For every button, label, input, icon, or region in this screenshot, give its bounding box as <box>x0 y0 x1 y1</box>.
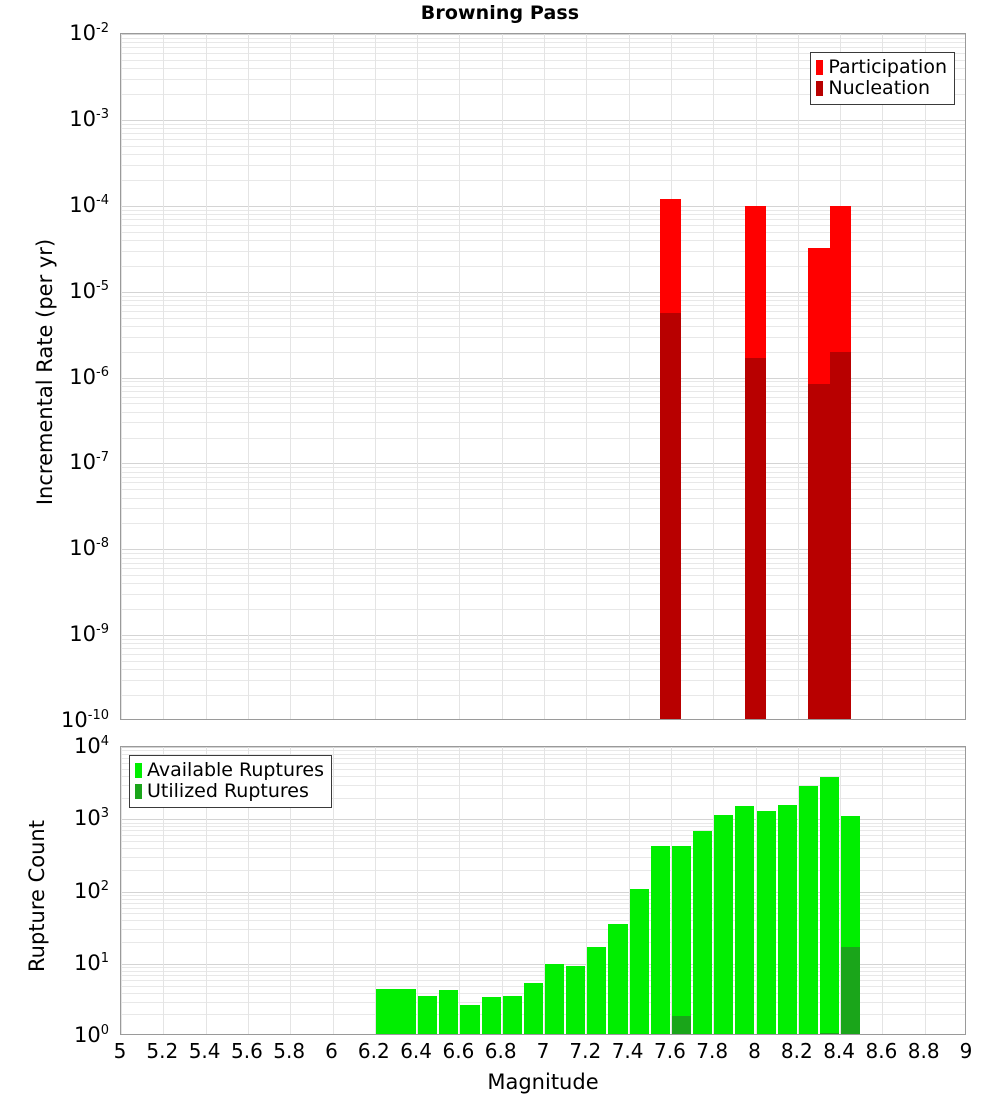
page-title: Browning Pass <box>420 2 580 24</box>
y-tick-label: 10-7 <box>69 450 109 475</box>
x-tick-label: 8.4 <box>823 1039 855 1063</box>
y-tick-label: 10-2 <box>69 21 109 45</box>
bar-utilized-ruptures <box>671 1015 692 1034</box>
x-tick-label: 5.6 <box>230 1039 263 1063</box>
legend-label-nucleation: Nucleation <box>828 77 931 99</box>
x-tick-label: 7.2 <box>569 1039 602 1063</box>
x-tick-label: 7.8 <box>696 1039 729 1063</box>
top-y-axis-title: Incremental Rate (per yr) <box>33 238 57 506</box>
utilized-ruptures-swatch-icon <box>135 784 142 799</box>
x-tick-label: 8.6 <box>865 1039 898 1063</box>
bottom-y-axis-title: Rupture Count <box>25 820 49 972</box>
bar-available-ruptures <box>523 983 543 1034</box>
x-tick-label: 8.2 <box>780 1039 813 1063</box>
bar-available-ruptures <box>693 830 713 1034</box>
bottom-y-tick-labels: 104 103 102 101 100 <box>0 735 116 1046</box>
top-y-tick-labels: 10-2 10-3 10-4 10-5 10-6 10-7 10-8 10-9 10-10 <box>0 22 116 731</box>
rupture-count-plot: Available Ruptures Utilized Ruptures <box>120 746 966 1035</box>
bar-available-ruptures <box>756 811 776 1034</box>
y-tick-label: 10-6 <box>69 364 109 389</box>
legend-item-nucleation: Nucleation <box>816 78 947 99</box>
y-tick-label: 10-10 <box>61 708 109 732</box>
y-tick-label: 10-5 <box>69 278 109 303</box>
y-tick-label: 104 <box>73 734 109 758</box>
x-tick-label: 6.4 <box>400 1039 432 1063</box>
legend-rupture-count: Available Ruptures Utilized Ruptures <box>129 755 332 808</box>
bar-available-ruptures <box>777 804 797 1034</box>
x-tick-labels: 5 5.2 5.4 5.6 5.8 6 6.2 6.4 6.6 6.8 7 7.2 7.4 7.6 7.8 8… <box>0 1039 1000 1065</box>
y-tick-label: 10-8 <box>69 536 109 561</box>
bar-available-ruptures <box>460 1004 480 1034</box>
bar-available-ruptures <box>587 947 607 1034</box>
y-tick-label: 10-4 <box>69 192 109 217</box>
bar-nucleation <box>744 357 767 719</box>
bar-available-ruptures <box>375 988 417 1034</box>
legend-item-participation: Participation <box>816 57 947 78</box>
x-tick-label: 7.4 <box>611 1039 644 1063</box>
y-tick-label: 102 <box>73 878 109 903</box>
bar-available-ruptures <box>502 995 522 1034</box>
bar-utilized-ruptures <box>820 1033 840 1034</box>
available-ruptures-swatch-icon <box>135 763 142 778</box>
bar-nucleation <box>808 383 830 719</box>
bar-available-ruptures <box>735 805 755 1034</box>
bar-nucleation <box>829 351 851 719</box>
y-tick-label: 10-9 <box>69 622 109 647</box>
legend-incremental-rate: Participation Nucleation <box>810 52 955 105</box>
x-tick-label: 5.2 <box>146 1039 179 1063</box>
bar-available-ruptures <box>650 845 670 1034</box>
bar-available-ruptures <box>439 989 459 1034</box>
x-tick-label: 5.8 <box>273 1039 306 1063</box>
x-tick-label: 8.8 <box>907 1039 940 1063</box>
x-tick-label: 5.4 <box>188 1039 221 1063</box>
legend-label-utilized-ruptures: Utilized Ruptures <box>147 780 309 802</box>
x-tick-label: 7.6 <box>653 1039 686 1063</box>
x-axis-title: Magnitude <box>487 1070 599 1094</box>
bottom-bars-layer <box>121 747 965 1034</box>
bar-available-ruptures <box>629 888 649 1034</box>
bar-available-ruptures <box>481 996 501 1034</box>
x-tick-label: 5 <box>113 1039 127 1063</box>
x-tick-label: 8 <box>748 1039 761 1063</box>
bar-available-ruptures <box>418 995 438 1034</box>
x-tick-label: 6.2 <box>357 1039 390 1063</box>
x-tick-label: 9 <box>959 1039 973 1063</box>
legend-item-utilized-ruptures: Utilized Ruptures <box>135 781 324 802</box>
legend-label-available-ruptures: Available Ruptures <box>147 759 324 781</box>
y-tick-label: 10-3 <box>69 106 109 131</box>
y-tick-label: 101 <box>73 950 109 975</box>
y-tick-label: 100 <box>73 1023 109 1047</box>
legend-item-available-ruptures: Available Ruptures <box>135 760 324 781</box>
participation-swatch-icon <box>816 60 824 75</box>
incremental-rate-plot: Participation Nucleation <box>120 33 966 720</box>
bar-available-ruptures <box>545 963 565 1034</box>
bar-utilized-ruptures <box>757 1035 776 1036</box>
legend-label-participation: Participation <box>828 56 947 78</box>
bar-utilized-ruptures <box>841 947 861 1034</box>
top-bars-layer <box>121 34 965 719</box>
bar-available-ruptures <box>671 845 692 1034</box>
x-tick-label: 6.8 <box>484 1039 517 1063</box>
bar-available-ruptures <box>566 965 586 1034</box>
bar-available-ruptures <box>608 924 628 1034</box>
x-tick-label: 6 <box>325 1039 338 1063</box>
bar-available-ruptures <box>798 785 818 1034</box>
x-tick-label: 6.6 <box>442 1039 475 1063</box>
y-tick-label: 103 <box>73 806 109 831</box>
nucleation-swatch-icon <box>816 81 824 96</box>
x-tick-label: 7 <box>536 1039 550 1063</box>
bar-available-ruptures <box>820 777 840 1034</box>
bar-nucleation <box>660 313 682 719</box>
bar-available-ruptures <box>714 814 734 1034</box>
